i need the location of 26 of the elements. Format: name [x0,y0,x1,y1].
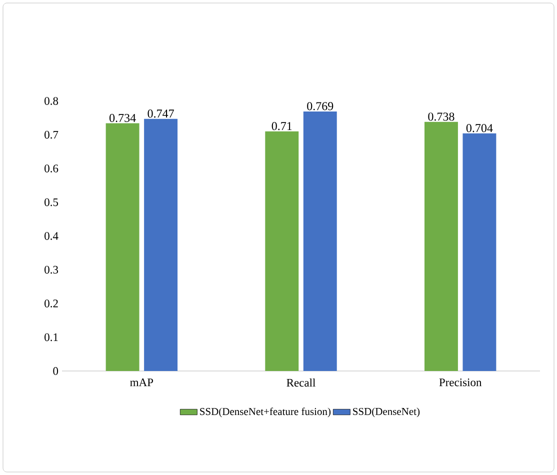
y-tick-label: 0.5 [44,198,58,206]
bar [424,122,458,371]
y-tick-label: 0 [53,367,58,375]
bar [265,131,299,371]
y-tick-label: 0.2 [44,300,58,308]
data-label: 0.734 [110,114,136,122]
bar [462,133,496,371]
y-tick-label: 0.4 [44,232,58,240]
bar [106,123,140,371]
y-tick-label: 0.1 [44,333,58,342]
y-tick-label: 0.7 [44,130,58,139]
bar [144,118,178,371]
x-tick-label: mAP [130,378,154,386]
y-tick-label: 0.8 [44,97,58,105]
legend-label: SSD(DenseNet+feature fusion) [200,408,331,418]
legend-label: SSD(DenseNet) [353,408,420,418]
y-tick-label: 0.6 [44,164,58,172]
data-label: 0.738 [428,112,454,121]
data-label: 0.769 [307,102,334,110]
bar [303,111,337,371]
data-label: 0.704 [466,124,493,132]
y-tick-label: 0.3 [44,266,58,274]
data-label: 0.71 [272,122,292,130]
x-tick-label: Precision [439,378,482,386]
x-tick-label: Recall [286,378,316,387]
data-label: 0.747 [148,110,174,118]
